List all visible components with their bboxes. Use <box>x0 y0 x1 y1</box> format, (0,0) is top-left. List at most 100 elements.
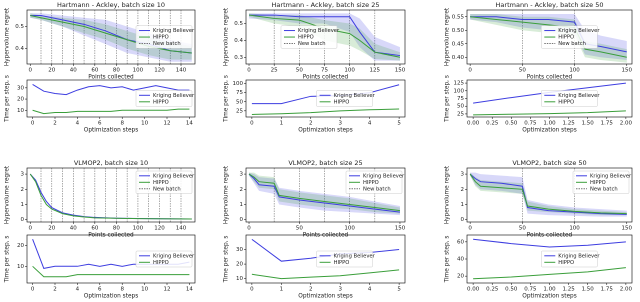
x-tick-label: 5 <box>397 121 401 127</box>
series-line <box>32 265 190 278</box>
x-tick-label: 5 <box>397 287 401 293</box>
x-axis-label: Optimization steps <box>298 128 353 134</box>
y-tick-label: 25 <box>236 108 243 114</box>
y-tick-label: 0 <box>240 217 244 223</box>
x-tick-label: 0.00 <box>467 287 480 293</box>
series-line <box>29 173 192 220</box>
x-tick-label: 0.00 <box>467 121 480 127</box>
y-axis-label: Hypervolume regret <box>5 165 11 224</box>
legend-box <box>541 250 598 268</box>
y-tick-label: 2 <box>240 187 244 193</box>
legend-box <box>316 250 373 268</box>
axes-frame <box>26 9 196 65</box>
legend-label: New batch <box>590 186 618 192</box>
x-tick-label: 150 <box>395 68 406 74</box>
y-axis-label: Hypervolume regret <box>224 7 230 66</box>
legend-label: HIPPO <box>298 35 314 41</box>
subplot: 0 20 40 60 80 100 120 140 0.4 0.5 Hartmann - Ackle… <box>5 1 196 81</box>
y-tick-label: 20 <box>17 243 24 249</box>
x-tick-label: 1.50 <box>582 121 595 127</box>
series-line <box>473 267 626 280</box>
series-line <box>30 15 192 54</box>
x-tick-label: 75 <box>321 68 328 74</box>
plot-area <box>32 84 190 115</box>
y-tick-label: 1 <box>461 202 465 208</box>
legend-label: HIPPO <box>558 35 574 41</box>
legend-box <box>345 170 403 194</box>
subplot: 0 50 100 150 0 1 2 3 VLMOP2, batch size 25 Points… <box>224 159 406 239</box>
confidence-band <box>30 13 192 62</box>
x-tick-label: 100 <box>569 68 580 74</box>
x-tick-label: 0 <box>31 121 35 127</box>
x-tick-label: 8 <box>120 287 124 293</box>
y-tick-label: 60 <box>457 239 464 245</box>
x-tick-label: 25 <box>271 68 278 74</box>
series-line <box>32 84 190 96</box>
x-tick-label: 100 <box>344 68 355 74</box>
x-tick-label: 3 <box>338 121 342 127</box>
x-tick-label: 100 <box>344 226 355 232</box>
x-tick-label: 0 <box>250 287 254 293</box>
x-tick-label: 0 <box>468 68 472 74</box>
x-tick-label: 140 <box>176 226 187 232</box>
y-tick-label: 0 <box>461 217 465 223</box>
series-line <box>469 173 627 215</box>
confidence-band <box>470 14 627 63</box>
x-tick-label: 20 <box>48 226 55 232</box>
axes-frame <box>26 234 196 284</box>
y-tick-label: 125 <box>454 81 465 87</box>
subplot-title: VLMOP2, batch size 50 <box>512 159 586 167</box>
y-tick-label: 0.55 <box>452 14 465 20</box>
subplot: 0 1 2 3 4 5 10 20 30 Optimization steps Time per s… <box>224 234 406 300</box>
y-tick-label: 100 <box>454 88 465 94</box>
x-tick-label: 150 <box>622 68 633 74</box>
x-tick-label: 0 <box>468 226 472 232</box>
axes-frame <box>466 9 633 65</box>
confidence-band <box>470 172 627 217</box>
subplot-title: Hartmann - Ackley, batch size 50 <box>496 1 604 9</box>
x-tick-label: 0.75 <box>524 287 537 293</box>
x-tick-label: 10 <box>141 287 148 293</box>
y-axis-label: Hypervolume regret <box>445 7 451 66</box>
subplot: 0 25 50 75 100 125 150 0.3 0.4 0.5 Hartmann - Ackl… <box>224 1 406 81</box>
subplot: 0.00 0.25 0.50 0.75 1.00 1.25 1.50 1.75 2.00 2550… <box>445 75 633 133</box>
x-tick-label: 120 <box>154 226 165 232</box>
y-tick-label: 20 <box>457 274 464 280</box>
subplot: 0 1 2 3 4 5 25 50 75 100 Optimization steps Time pe… <box>224 75 406 134</box>
y-axis-label: Time per step, s <box>5 75 11 123</box>
legend-box <box>541 90 598 107</box>
x-tick-label: 125 <box>370 68 381 74</box>
y-tick-label: 0 <box>21 217 25 223</box>
x-tick-label: 0 <box>250 121 254 127</box>
x-axis-label: Optimization steps <box>522 294 577 300</box>
x-tick-label: 50 <box>296 68 303 74</box>
x-tick-label: 6 <box>98 287 102 293</box>
x-tick-label: 50 <box>519 68 526 74</box>
subplot-title: Hartmann - Ackley, batch size 25 <box>272 1 380 9</box>
x-tick-label: 0 <box>247 68 251 74</box>
y-tick-label: 1 <box>21 202 25 208</box>
x-axis-label: Points collected <box>88 75 134 81</box>
subplot: 0 20 40 60 80 100 120 140 0 1 2 3 VLMOP2, batch size… <box>5 159 196 239</box>
legend-box <box>280 25 338 49</box>
legend-label: New batch <box>153 186 181 192</box>
legend-label: Kriging Believer <box>363 173 405 179</box>
legend-box <box>316 90 373 107</box>
x-tick-label: 3 <box>338 287 342 293</box>
axes-frame <box>466 167 633 223</box>
x-tick-label: 40 <box>70 68 77 74</box>
legend-label: HIPPO <box>558 99 574 105</box>
y-axis-label: Hypervolume regret <box>5 7 11 66</box>
series-line <box>249 14 401 57</box>
x-tick-label: 2 <box>309 121 313 127</box>
y-tick-label: 20 <box>17 97 24 103</box>
legend-label: Kriging Believer <box>334 93 376 99</box>
y-axis-label: Hypervolume regret <box>445 165 451 224</box>
x-tick-label: 1.25 <box>562 121 575 127</box>
y-tick-label: 25 <box>457 111 464 117</box>
y-tick-label: 100 <box>233 81 244 87</box>
series-line <box>248 173 401 212</box>
x-axis-label: Points collected <box>303 233 349 239</box>
